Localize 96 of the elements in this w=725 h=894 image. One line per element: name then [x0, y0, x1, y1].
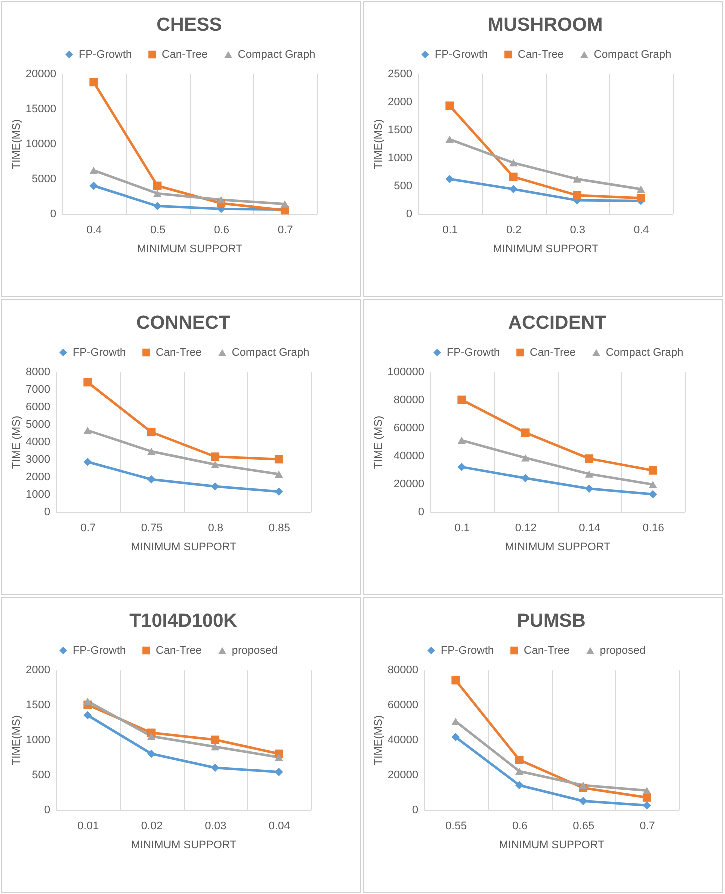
y-tick-label: 5000 — [32, 174, 56, 186]
y-tick-label: 0 — [44, 506, 50, 518]
y-tick-label: 6000 — [26, 402, 50, 414]
x-axis-title: MINIMUM SUPPORT — [505, 542, 612, 554]
x-tick-label: 0.02 — [141, 820, 163, 832]
y-tick-label: 2500 — [388, 68, 412, 80]
legend-label: Can-Tree — [156, 644, 202, 657]
legend-label: proposed — [600, 644, 646, 657]
chart-title: CONNECT — [136, 313, 231, 334]
chart-title: MUSHROOM — [488, 15, 604, 36]
y-axis-title: TIME (MS) — [11, 416, 24, 470]
y-tick-label: 0 — [50, 208, 56, 220]
x-tick-label: 0.8 — [208, 522, 224, 534]
x-tick-label: 0.1 — [442, 224, 458, 236]
x-tick-label: 0.03 — [205, 820, 227, 832]
x-tick-label: 0.3 — [570, 224, 586, 236]
y-tick-label: 3000 — [26, 454, 50, 466]
legend-label: Compact Graph — [594, 48, 672, 61]
y-tick-label: 60000 — [394, 422, 424, 434]
legend-label: Can-Tree — [524, 644, 570, 657]
legend-label: FP-Growth — [79, 48, 132, 61]
x-tick-label: 0.6 — [512, 820, 528, 832]
y-tick-label: 10000 — [26, 138, 56, 150]
y-tick-label: 7000 — [26, 384, 50, 396]
x-tick-label: 0.5 — [150, 224, 166, 236]
y-tick-label: 1500 — [388, 124, 412, 136]
chart-title: ACCIDENT — [508, 313, 607, 334]
x-tick-label: 0.6 — [214, 224, 230, 236]
x-tick-label: 0.85 — [268, 522, 290, 534]
legend-label: Compact Graph — [232, 346, 310, 359]
x-tick-label: 0.7 — [80, 522, 96, 534]
y-tick-label: 0 — [412, 804, 418, 816]
y-tick-label: 40000 — [388, 734, 418, 746]
y-tick-label: 20000 — [394, 478, 424, 490]
legend-label: Can-Tree — [530, 346, 576, 359]
legend-label: FP-Growth — [447, 346, 500, 359]
y-tick-label: 8000 — [26, 366, 50, 378]
chart-title: PUMSB — [517, 611, 586, 632]
x-tick-label: 0.2 — [506, 224, 522, 236]
y-tick-label: 80000 — [394, 394, 424, 406]
x-tick-label: 0.75 — [141, 522, 163, 534]
legend-label: FP-Growth — [73, 346, 126, 359]
legend-label: Compact Graph — [606, 346, 684, 359]
y-axis-title: TIME(MS) — [372, 715, 385, 766]
y-tick-label: 15000 — [26, 104, 56, 116]
legend-label: FP-Growth — [73, 644, 126, 657]
y-tick-label: 5000 — [26, 419, 50, 431]
y-tick-label: 2000 — [26, 472, 50, 484]
y-axis-title: TIME(MS) — [11, 715, 24, 766]
chart-title: T10I4D100K — [130, 611, 238, 632]
y-tick-label: 2000 — [26, 664, 50, 676]
x-tick-label: 0.4 — [634, 224, 650, 236]
y-tick-label: 1500 — [26, 700, 50, 712]
chart-title: CHESS — [156, 15, 222, 36]
y-tick-label: 80000 — [388, 664, 418, 676]
x-tick-label: 0.65 — [573, 820, 595, 832]
x-axis-title: MINIMUM SUPPORT — [499, 840, 606, 852]
y-axis-title: TIME(MS) — [10, 119, 23, 170]
y-tick-label: 500 — [32, 770, 50, 782]
y-axis-title: TIME(MS) — [373, 119, 386, 170]
y-axis-title: TIME (MS) — [372, 416, 385, 470]
y-tick-label: 0 — [44, 804, 50, 816]
legend-label: FP-Growth — [441, 644, 494, 657]
y-tick-label: 1000 — [26, 734, 50, 746]
x-tick-label: 0.7 — [640, 820, 656, 832]
y-tick-label: 0 — [406, 208, 412, 220]
x-tick-label: 0.1 — [454, 522, 470, 534]
x-tick-label: 0.01 — [78, 820, 100, 832]
x-axis-title: MINIMUM SUPPORT — [493, 244, 600, 256]
y-tick-label: 1000 — [26, 489, 50, 501]
legend-label: Can-Tree — [518, 48, 564, 61]
x-tick-label: 0.4 — [86, 224, 102, 236]
legend-label: Compact Graph — [238, 48, 316, 61]
x-axis-title: MINIMUM SUPPORT — [131, 840, 238, 852]
x-tick-label: 0.7 — [278, 224, 294, 236]
legend-label: proposed — [232, 644, 278, 657]
y-tick-label: 1000 — [388, 152, 412, 164]
y-tick-label: 20000 — [26, 68, 56, 80]
x-axis-title: MINIMUM SUPPORT — [137, 244, 244, 256]
x-tick-label: 0.55 — [446, 820, 468, 832]
y-tick-label: 0 — [418, 506, 424, 518]
legend-label: Can-Tree — [162, 48, 208, 61]
legend-label: FP-Growth — [435, 48, 488, 61]
y-tick-label: 40000 — [394, 450, 424, 462]
x-axis-title: MINIMUM SUPPORT — [131, 542, 238, 554]
x-tick-label: 0.16 — [642, 522, 664, 534]
y-tick-label: 500 — [394, 180, 412, 192]
legend-label: Can-Tree — [156, 346, 202, 359]
x-tick-label: 0.04 — [268, 820, 290, 832]
y-tick-label: 20000 — [388, 770, 418, 782]
x-tick-label: 0.14 — [579, 522, 601, 534]
y-tick-label: 60000 — [388, 700, 418, 712]
x-tick-label: 0.12 — [515, 522, 537, 534]
y-tick-label: 4000 — [26, 436, 50, 448]
y-tick-label: 100000 — [388, 366, 424, 378]
y-tick-label: 2000 — [388, 96, 412, 108]
